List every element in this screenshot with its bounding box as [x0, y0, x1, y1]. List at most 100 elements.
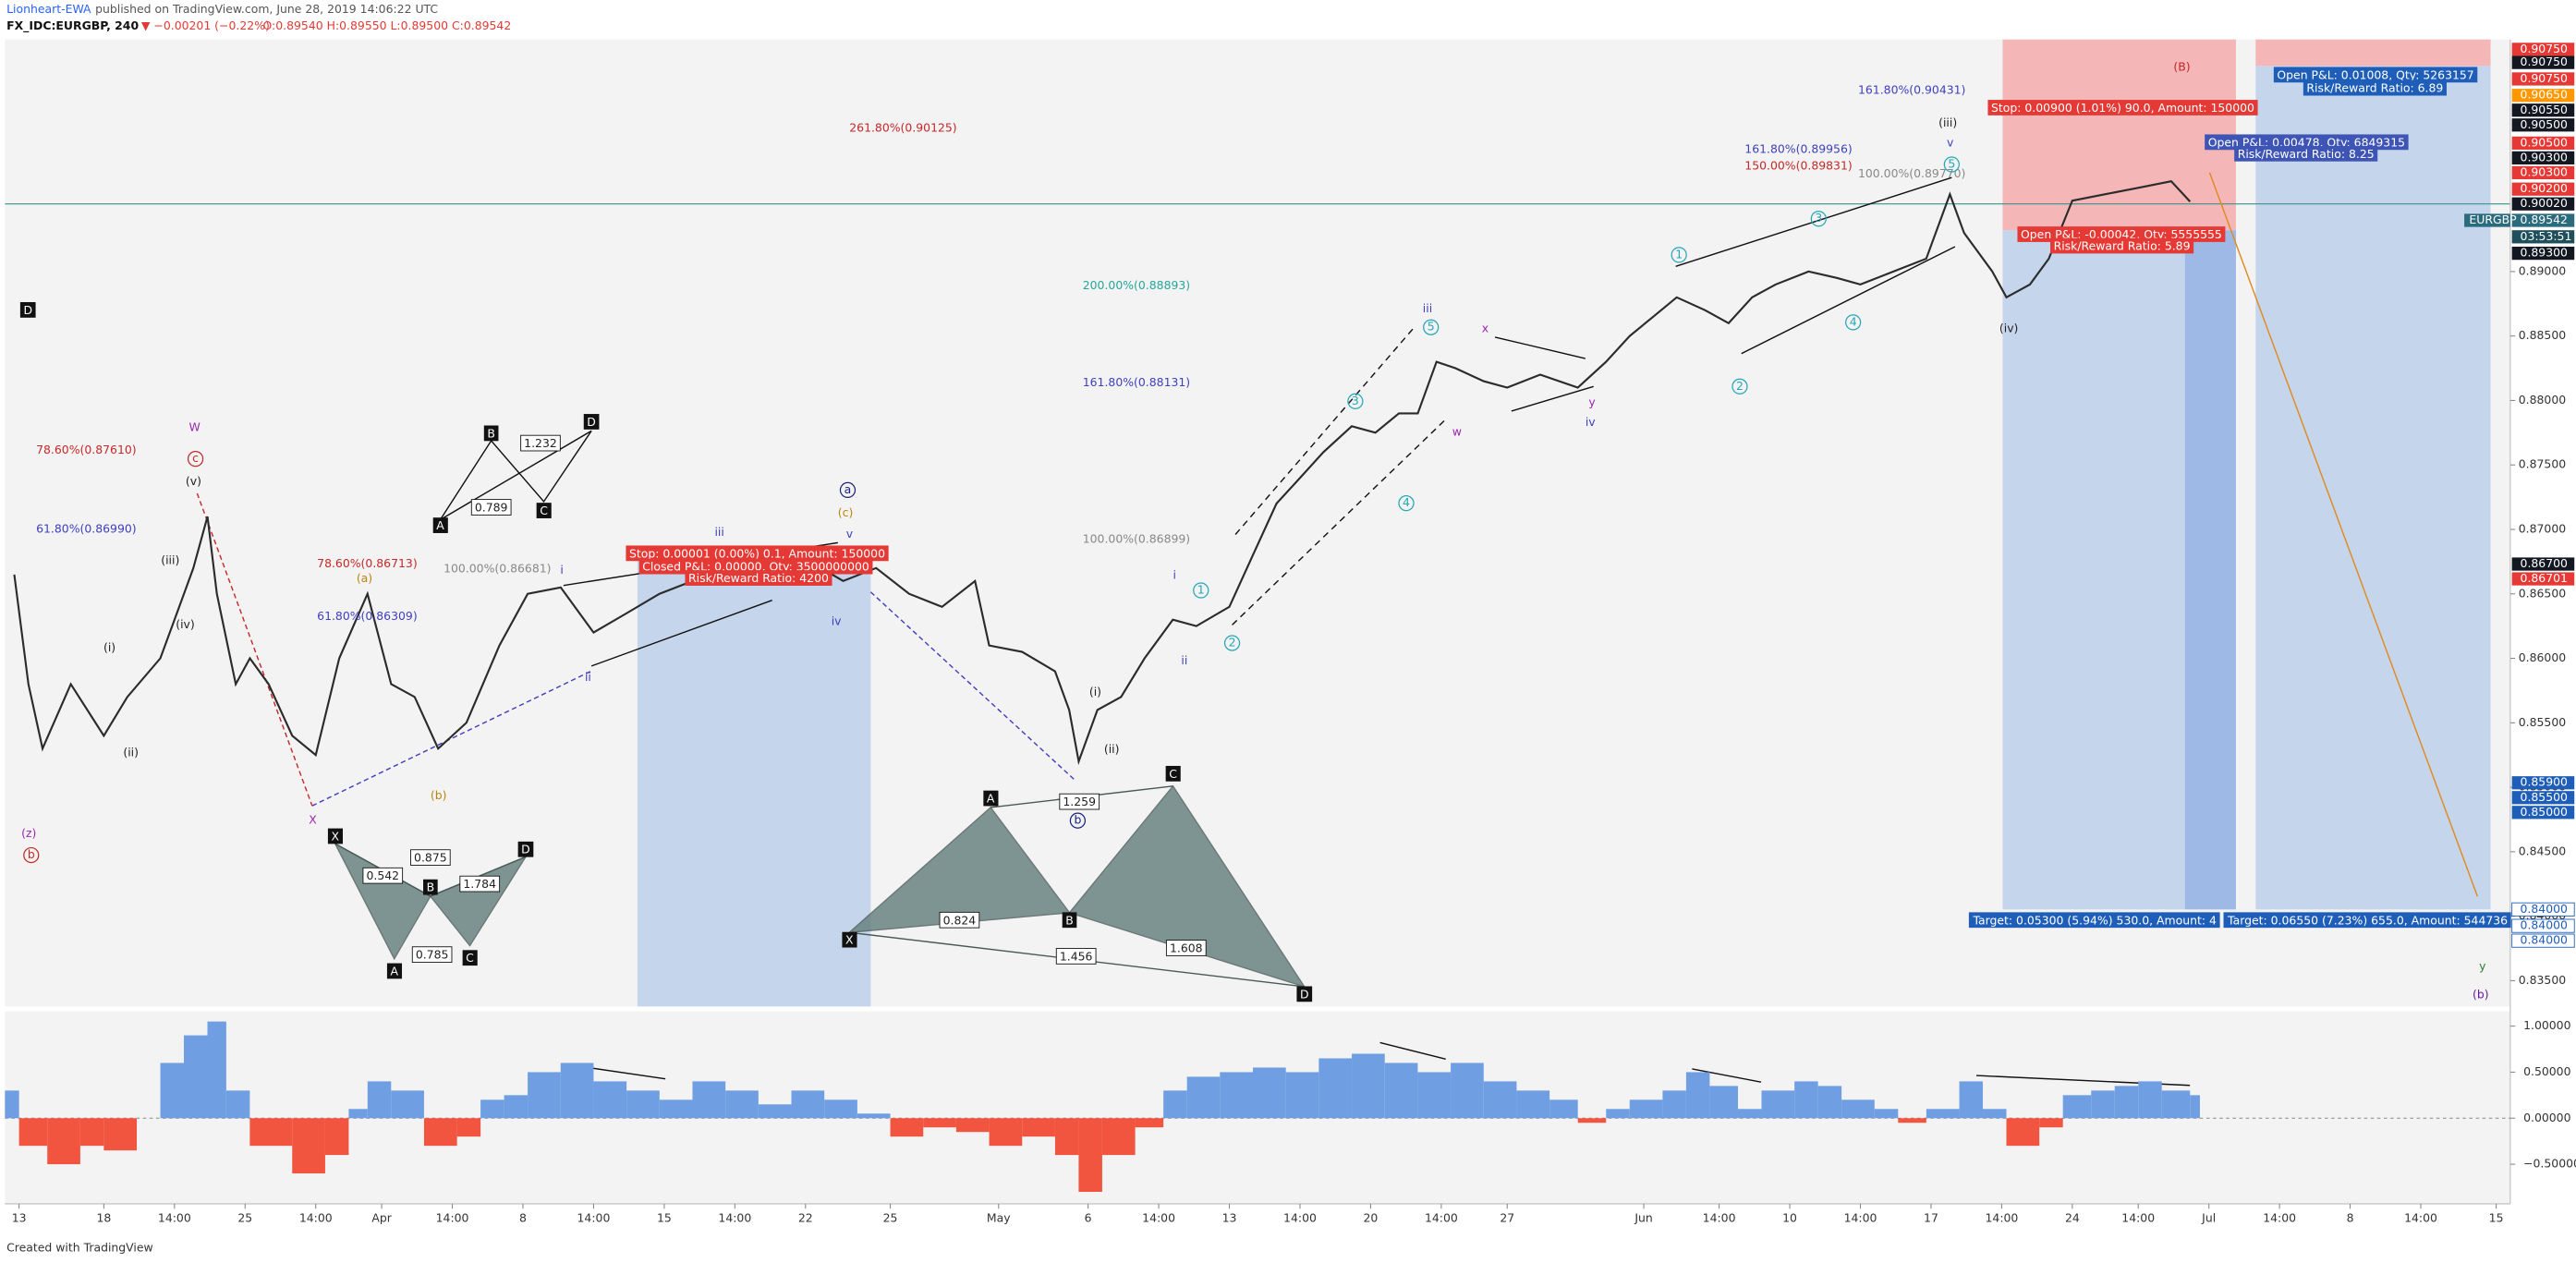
osc-bar: [1898, 1118, 1926, 1123]
osc-bar: [955, 1118, 990, 1133]
osc-bar: [1549, 1099, 1578, 1119]
annotation: Risk/Reward Ratio: 6.89: [2306, 81, 2443, 95]
annotation-box: [2223, 912, 2511, 929]
annotation-box: [983, 790, 999, 807]
annotation: (iv): [1999, 321, 2019, 334]
annotation: A: [436, 518, 444, 532]
annotation: 161.80%(0.90431): [1858, 82, 1965, 96]
osc-bar: [480, 1099, 504, 1119]
price-marker-label: 0.90550: [2521, 103, 2568, 116]
annotation: Risk/Reward Ratio: 8.25: [2238, 147, 2375, 161]
annotation: 1: [1675, 247, 1683, 261]
price-marker-label: 0.89542: [2521, 213, 2568, 226]
price-marker-label: 0.90500: [2521, 117, 2568, 131]
annotation-box: [2273, 67, 2478, 83]
triangle: [1494, 336, 1586, 359]
x-tick-label: 14:00: [1283, 1210, 1317, 1224]
price-marker-label: 0.90500: [2521, 135, 2568, 149]
annotation-box: [483, 425, 499, 442]
wave-circle: [839, 481, 857, 499]
x-tick-label: 14:00: [158, 1210, 191, 1224]
x-tick-label: 14:00: [2263, 1210, 2296, 1224]
annotation-box: [432, 517, 448, 533]
y-tick-label: 0.87500: [2519, 457, 2566, 471]
annotation: 1.259: [1063, 795, 1096, 808]
annotation: 61.80%(0.86309): [317, 609, 418, 623]
osc-bar: [2062, 1095, 2092, 1119]
price-marker: [2511, 776, 2575, 790]
annotation-box: [685, 570, 832, 586]
price-marker-label: 0.90200: [2521, 181, 2568, 195]
annotation-box: [517, 841, 534, 857]
price-marker-label: 0.90300: [2521, 150, 2568, 164]
annotation-box: [386, 963, 403, 979]
annotation: iii: [714, 525, 723, 539]
annotation: ii: [585, 670, 591, 684]
osc-bar: [207, 1021, 226, 1119]
annotation-box: [362, 867, 404, 884]
annotation: 0.875: [414, 851, 447, 865]
annotation: Open P&L: 0.01008, Qty: 5263157: [2277, 67, 2473, 81]
price-marker-label: 0.84000: [2521, 902, 2568, 916]
annotation: (i): [1089, 685, 1101, 698]
change: ▼ −0.00201 (−0.22%): [141, 18, 270, 32]
annotation: (z): [21, 826, 36, 840]
annotation-box: [939, 911, 980, 929]
osc-bar: [1352, 1053, 1385, 1119]
wave-path: [311, 670, 592, 807]
osc-bar: [1384, 1063, 1418, 1119]
x-tick-label: 14:00: [1986, 1210, 2019, 1224]
osc-bar: [1220, 1072, 1254, 1119]
price-marker: [2511, 572, 2575, 586]
published: published on TradingView.com, June 28, 2…: [95, 2, 438, 16]
price-marker-label: 0.86700: [2521, 556, 2568, 570]
price-marker-label: 0.90750: [2521, 42, 2568, 55]
wave-path: [196, 492, 313, 807]
wave-circle: [1943, 156, 1960, 173]
annotation: (iv): [176, 617, 195, 631]
y-tick-label: 0.85500: [2519, 715, 2566, 729]
x-tick-label: 14:00: [1142, 1210, 1175, 1224]
osc-bar: [2039, 1118, 2063, 1128]
price-marker: [2511, 89, 2575, 103]
osc-bar: [1054, 1118, 1079, 1156]
wave-circle: [1423, 319, 1440, 335]
symbol-marker: [2464, 213, 2510, 227]
x-tick-label: 13: [1222, 1210, 1237, 1224]
annotation: 1: [1197, 582, 1205, 596]
annotation: v: [846, 527, 853, 540]
price-marker-label: 0.90750: [2521, 71, 2568, 85]
x-tick-label: 14:00: [577, 1210, 611, 1224]
y-tick-label: 0.88000: [2519, 393, 2566, 407]
annotation: c: [192, 451, 199, 465]
x-tick-label: 17: [1924, 1210, 1938, 1224]
price-marker: [2511, 918, 2575, 933]
osc-bar: [626, 1090, 660, 1119]
x-tick-label: 25: [237, 1210, 252, 1224]
osc-bar: [758, 1104, 792, 1119]
zone: [2002, 39, 2236, 231]
annotation-box: [19, 302, 36, 318]
annotation: (iii): [1938, 115, 1957, 129]
osc-bar: [2114, 1086, 2139, 1119]
osc-bar: [1135, 1118, 1164, 1128]
price-marker-label: 0.85000: [2521, 805, 2568, 819]
annotation-box: [2303, 79, 2447, 96]
publisher: Lionheart-EWA: [6, 2, 91, 16]
annotation-box: [411, 946, 453, 963]
annotation: 0.824: [943, 913, 977, 927]
trend: [590, 600, 772, 667]
annotation: X: [845, 933, 854, 947]
ohlc: O:0.89540 H:0.89550 L:0.89500 C:0.89542: [262, 18, 511, 32]
annotation: 4: [1403, 495, 1410, 509]
osc-bar: [1101, 1118, 1136, 1156]
annotation-box: [842, 931, 857, 948]
annotation: D: [521, 843, 530, 856]
osc-bar: [890, 1118, 924, 1137]
x-tick-label: Jul: [2201, 1210, 2216, 1224]
annotation: 0.785: [416, 948, 449, 962]
annotation: Stop: 0.00900 (1.01%) 90.0, Amount: 1500…: [1991, 101, 2254, 115]
x-tick-label: 14:00: [299, 1210, 333, 1224]
channel: [1741, 246, 1956, 355]
price-marker-label: 0.90750: [2521, 55, 2568, 68]
